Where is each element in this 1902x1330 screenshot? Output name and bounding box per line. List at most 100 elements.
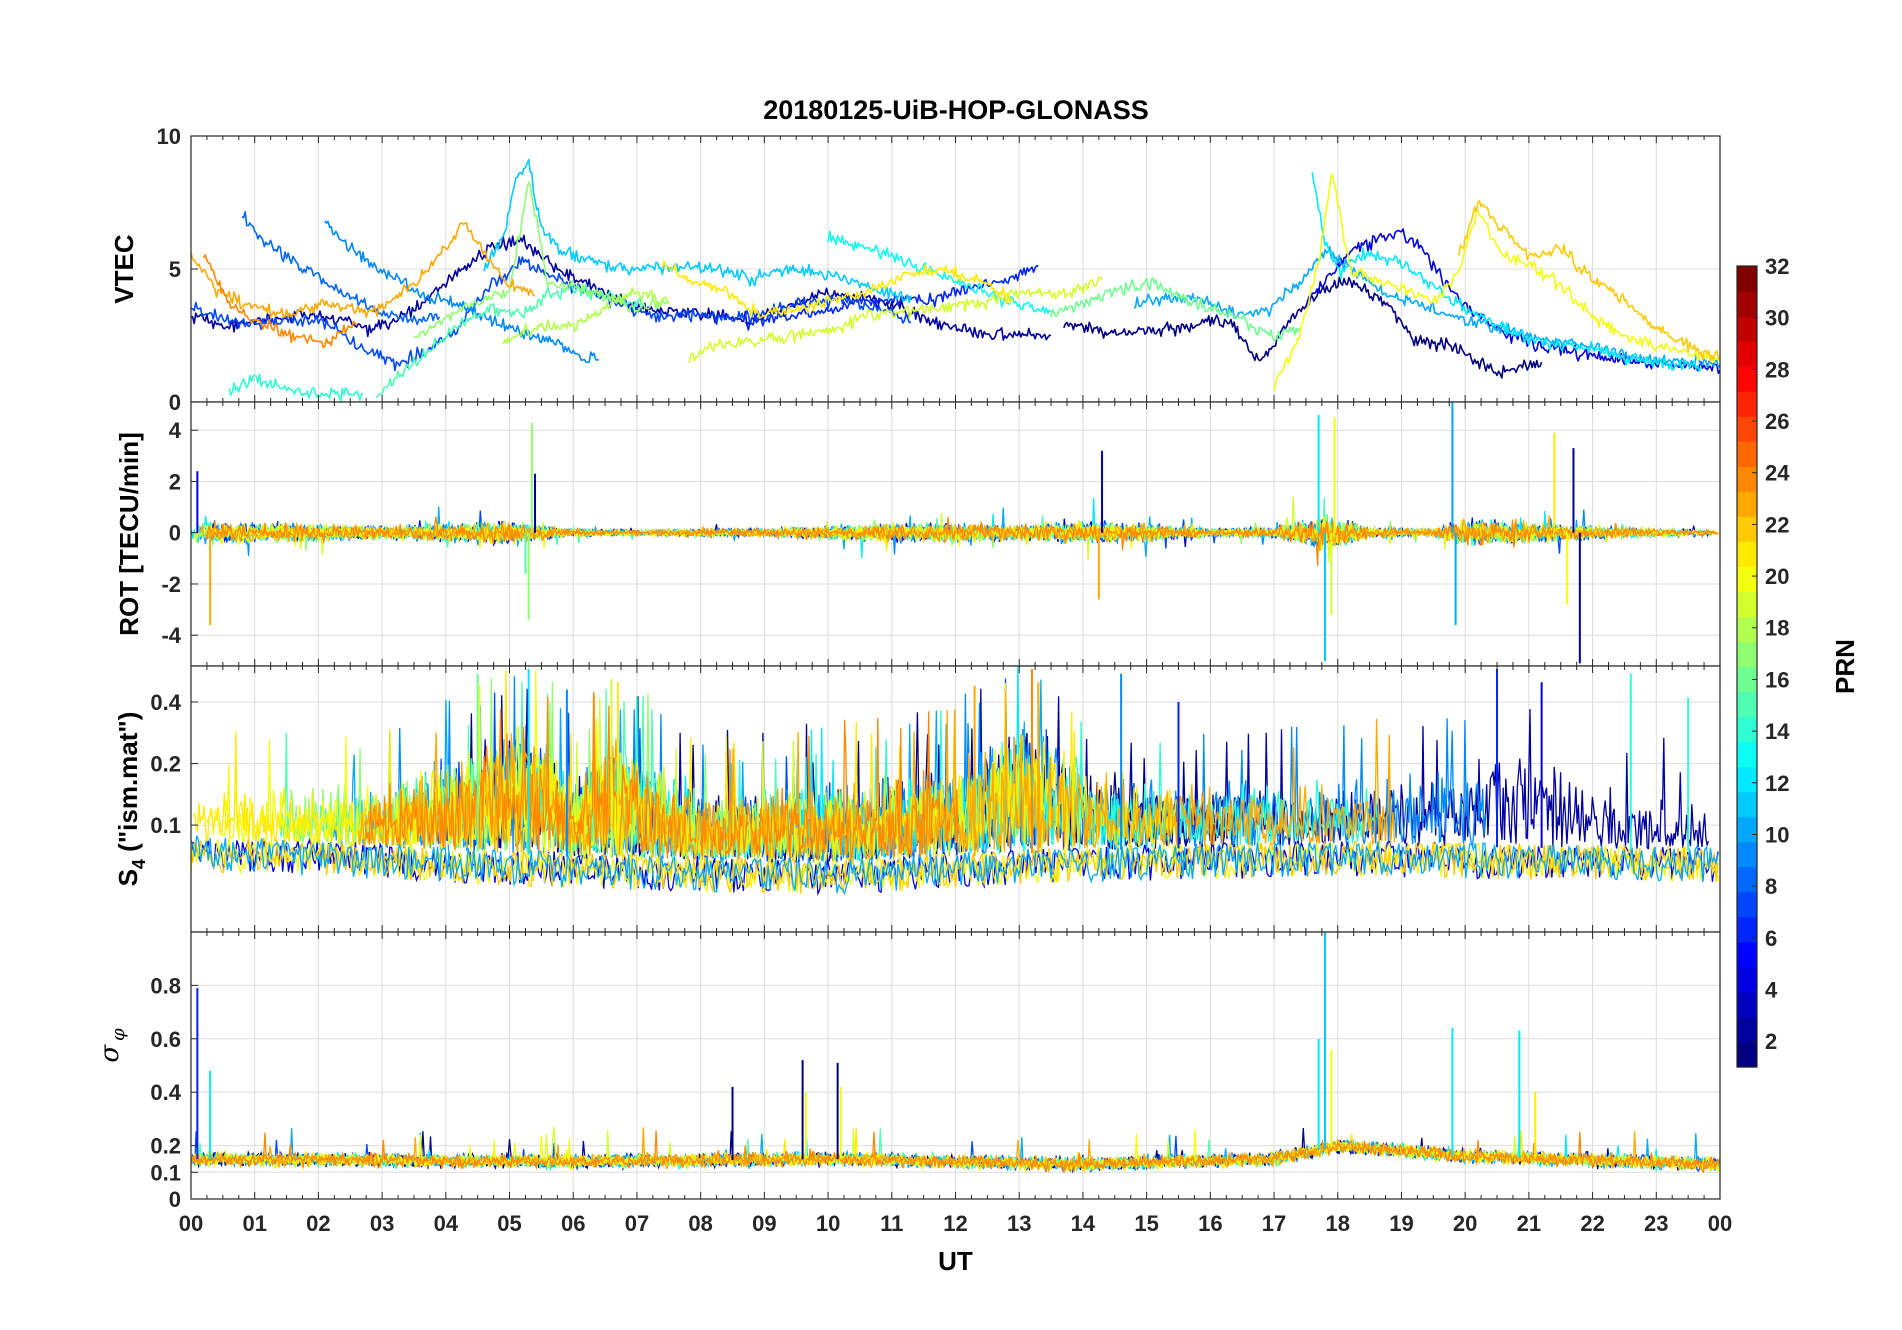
x-tick-label: 00 (1708, 1211, 1732, 1236)
sigma-series-prn-23 (191, 1127, 1720, 1173)
colorbar-tick-label: 24 (1765, 461, 1790, 486)
colorbar-band-prn-16 (1737, 666, 1757, 693)
colorbar-band-prn-32 (1737, 266, 1757, 292)
colorbar-band-prn-6 (1737, 916, 1757, 943)
y-tick-label: 0 (169, 521, 181, 546)
colorbar-band-prn-3 (1737, 991, 1757, 1018)
colorbar-tick-label: 8 (1765, 874, 1777, 899)
colorbar-tick-label: 2 (1765, 1029, 1777, 1054)
colorbar-band-prn-8 (1737, 866, 1757, 893)
y-axis-title-vtec: VTEC (109, 234, 139, 304)
vtec-series-prn-10 (1133, 245, 1720, 370)
colorbar-band-prn-10 (1737, 816, 1757, 843)
x-tick-label: 04 (434, 1211, 459, 1236)
x-tick-label: 09 (752, 1211, 776, 1236)
x-tick-label: 12 (943, 1211, 967, 1236)
colorbar-band-prn-14 (1737, 716, 1757, 743)
colorbar-band-prn-20 (1737, 566, 1757, 593)
colorbar-title: PRN (1830, 639, 1860, 694)
colorbar-band-prn-30 (1737, 316, 1757, 342)
colorbar-band-prn-23 (1737, 491, 1757, 517)
colorbar-band-prn-28 (1737, 366, 1757, 392)
panel-sigma_phi: 00.10.2 0.4 0.6 0.8 σφ (95, 931, 1721, 1212)
x-tick-label: 11 (880, 1211, 903, 1236)
x-tick-label: 06 (561, 1211, 585, 1236)
colorbar-tick-label: 18 (1765, 616, 1789, 641)
colorbar-tick-label: 30 (1765, 306, 1789, 331)
vtec-series-prn-23 (191, 222, 536, 318)
panel-s4: 0.1 0.2 0.4S4 ("ism.mat") (113, 665, 1721, 933)
colorbar-tick-label: 10 (1765, 822, 1789, 847)
y-axis-title-s4: S4 ("ism.mat") (113, 712, 149, 887)
colorbar-frame (1736, 265, 1758, 1068)
vtec-series-prn-18 (502, 287, 670, 345)
colorbar-band-prn-21 (1737, 541, 1757, 567)
y-tick-label: 2 (169, 469, 181, 494)
vtec-series-prn-8 (241, 211, 441, 326)
colorbar-tick-label: 32 (1765, 254, 1789, 279)
y-tick-label: -2 (161, 572, 181, 597)
s4-series-prn-21 (193, 669, 1177, 863)
vtec-series-prn-21 (661, 260, 1014, 319)
colorbar-band-prn-4 (1737, 966, 1757, 993)
colorbar-band-prn-25 (1737, 441, 1757, 467)
vtec-series-prn-17 (413, 181, 670, 339)
x-tick-label: 05 (497, 1211, 521, 1236)
y-tick-label: 10 (157, 124, 181, 149)
colorbar-band-prn-9 (1737, 841, 1757, 868)
y-tick-label: 0.4 (150, 690, 181, 715)
y-tick-label: 5 (169, 257, 181, 282)
x-tick-label: 07 (625, 1211, 649, 1236)
y-tick-label: 0.6 (150, 1027, 181, 1052)
x-tick-label: 13 (1007, 1211, 1031, 1236)
colorbar-band-prn-26 (1737, 416, 1757, 442)
colorbar-band-prn-13 (1737, 741, 1757, 768)
x-tick-label: 10 (816, 1211, 840, 1236)
s4-series-prn-24 (364, 692, 959, 861)
x-tick-label: 15 (1134, 1211, 1158, 1236)
colorbar-tick-label: 20 (1765, 564, 1789, 589)
x-tick-label: 01 (242, 1211, 266, 1236)
colorbar-tick-label: 26 (1765, 409, 1789, 434)
panel-vtec-plot-area (191, 158, 1720, 402)
rot-series-prn-20 (192, 516, 1718, 555)
x-tick-label: 19 (1389, 1211, 1413, 1236)
colorbar-band-prn-15 (1737, 691, 1757, 718)
x-tick-label: 03 (370, 1211, 394, 1236)
vtec-series-prn-1 (1063, 276, 1543, 379)
vtec-series-prn-12 (1311, 172, 1702, 372)
colorbar-band-prn-31 (1737, 291, 1757, 317)
colorbar-tick-label: 6 (1765, 926, 1777, 951)
x-tick-label: 20 (1453, 1211, 1477, 1236)
x-tick-label: 16 (1198, 1211, 1222, 1236)
y-tick-label: 0.1 (150, 1160, 181, 1185)
x-tick-label: 17 (1262, 1211, 1286, 1236)
rot-series-prn-24 (205, 516, 1717, 566)
colorbar-band-prn-29 (1737, 341, 1757, 367)
panel-s4-plot-area (191, 666, 1719, 897)
colorbar-tick-label: 14 (1765, 719, 1790, 744)
x-tick-label: 21 (1517, 1211, 1541, 1236)
x-tick-label: 08 (688, 1211, 712, 1236)
colorbar-band-prn-17 (1737, 641, 1757, 668)
vtec-series-prn-13 (827, 230, 1052, 314)
vtec-series-prn-14 (228, 373, 363, 402)
colorbar-band-prn-24 (1737, 466, 1757, 492)
y-tick-label: 0.2 (150, 1134, 181, 1159)
vtec-series-prn-7 (191, 256, 912, 372)
y-axis-title-sigma-phi: σφ (95, 1028, 129, 1063)
x-tick-label: 18 (1326, 1211, 1350, 1236)
y-tick-label: 4 (169, 418, 182, 443)
y-tick-label: 0.2 (150, 752, 181, 777)
panel-sigma_phi-plot-area (191, 932, 1720, 1174)
x-tick-label: 14 (1071, 1211, 1096, 1236)
y-tick-label: -4 (161, 623, 181, 648)
vtec-series-prn-9 (324, 220, 600, 364)
x-axis-title: UT (938, 1246, 973, 1276)
y-tick-label: 0.1 (150, 813, 181, 838)
s4-baseline-prn-10 (191, 835, 1719, 896)
vtec-series-prn-24 (202, 254, 358, 349)
panel-vtec: 0 5 10 VTEC (109, 124, 1721, 415)
